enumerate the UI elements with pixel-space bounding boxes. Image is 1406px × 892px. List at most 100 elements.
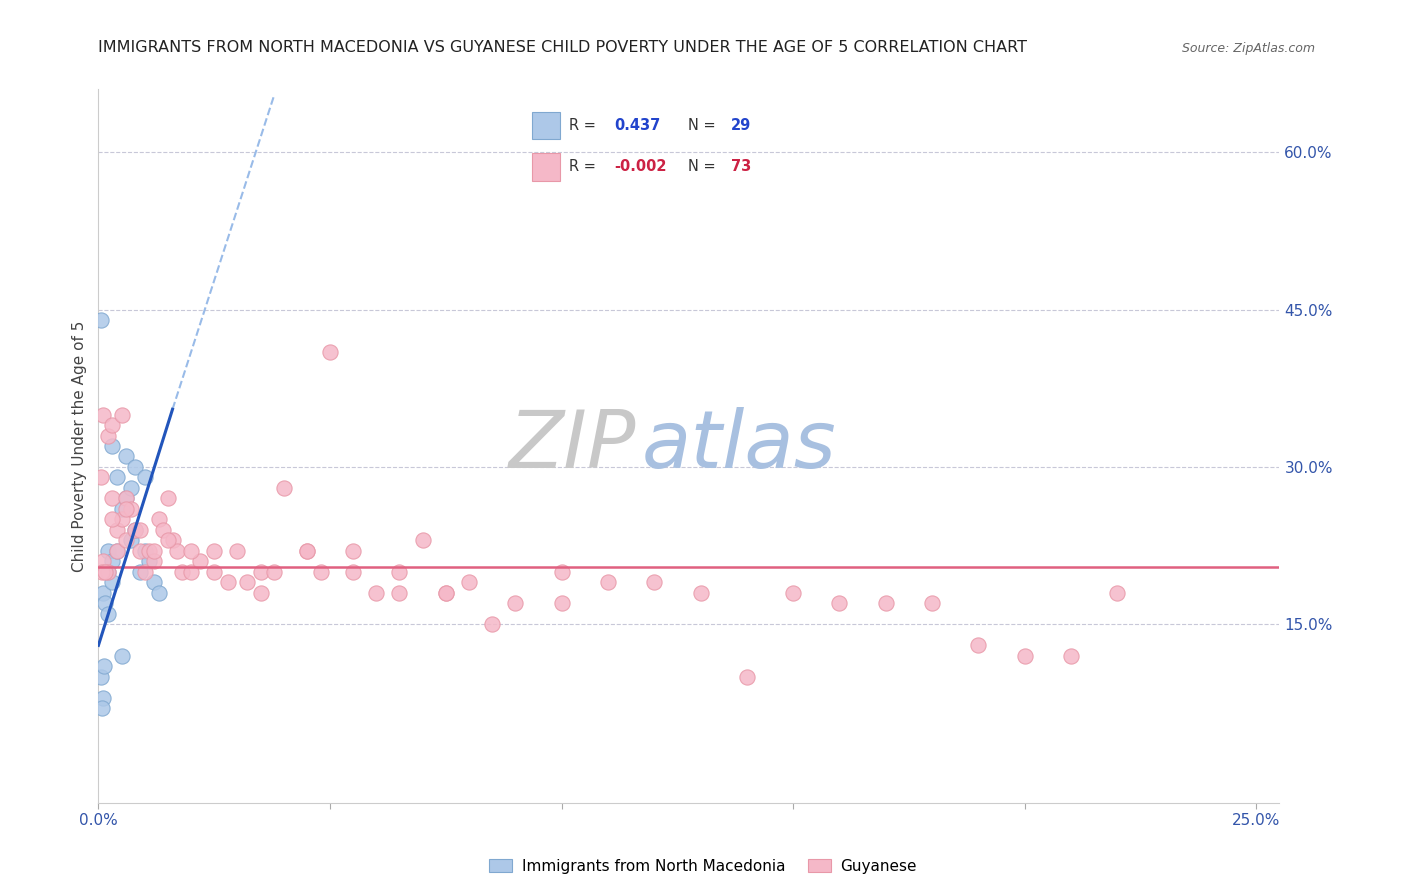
Point: [503, 596, 526, 610]
Point: [226, 544, 249, 558]
Point: [138, 554, 160, 568]
Point: [97, 607, 120, 621]
Point: [412, 533, 434, 548]
Point: [110, 512, 132, 526]
Point: [120, 481, 142, 495]
Point: [388, 565, 411, 579]
Point: [94, 596, 117, 610]
Point: [143, 554, 166, 568]
Point: [550, 596, 572, 610]
Point: [124, 460, 146, 475]
Point: [295, 544, 318, 558]
Point: [188, 554, 211, 568]
Point: [101, 491, 124, 506]
Point: [921, 596, 943, 610]
Point: [156, 491, 179, 506]
Point: [105, 544, 128, 558]
Point: [134, 565, 156, 579]
Point: [90, 470, 112, 484]
Point: [148, 512, 170, 526]
Point: [120, 502, 142, 516]
Point: [152, 523, 174, 537]
Point: [596, 575, 619, 590]
Point: [91, 408, 114, 422]
Point: [110, 408, 132, 422]
Point: [143, 575, 166, 590]
Point: [120, 533, 142, 548]
Point: [782, 586, 804, 600]
Point: [735, 670, 758, 684]
Point: [143, 544, 166, 558]
Point: [101, 439, 124, 453]
Point: [97, 544, 120, 558]
Point: [115, 450, 138, 464]
Point: [129, 565, 152, 579]
Point: [138, 544, 160, 558]
Point: [828, 596, 851, 610]
Point: [105, 544, 128, 558]
Point: [249, 565, 271, 579]
Point: [105, 470, 128, 484]
Point: [162, 533, 184, 548]
Point: [110, 502, 132, 516]
Text: ZIP: ZIP: [509, 407, 636, 485]
Point: [689, 586, 711, 600]
Point: [319, 344, 342, 359]
Point: [180, 544, 202, 558]
Point: [643, 575, 665, 590]
Point: [342, 565, 364, 579]
Point: [156, 533, 179, 548]
Point: [295, 544, 318, 558]
Point: [93, 659, 115, 673]
Point: [309, 565, 332, 579]
Point: [110, 648, 132, 663]
Point: [115, 533, 138, 548]
Point: [115, 502, 138, 516]
Point: [366, 586, 388, 600]
Point: [235, 575, 257, 590]
Point: [134, 470, 156, 484]
Point: [217, 575, 239, 590]
Point: [342, 544, 364, 558]
Text: IMMIGRANTS FROM NORTH MACEDONIA VS GUYANESE CHILD POVERTY UNDER THE AGE OF 5 COR: IMMIGRANTS FROM NORTH MACEDONIA VS GUYAN…: [98, 40, 1028, 55]
Point: [875, 596, 897, 610]
Point: [91, 554, 114, 568]
Point: [550, 565, 572, 579]
Point: [129, 523, 152, 537]
Point: [124, 523, 146, 537]
Point: [202, 565, 225, 579]
Point: [105, 523, 128, 537]
Point: [91, 690, 114, 705]
Point: [91, 565, 114, 579]
Point: [101, 512, 124, 526]
Y-axis label: Child Poverty Under the Age of 5: Child Poverty Under the Age of 5: [72, 320, 87, 572]
Point: [129, 544, 152, 558]
Point: [202, 544, 225, 558]
Point: [101, 417, 124, 432]
Point: [90, 670, 112, 684]
Point: [1107, 586, 1129, 600]
Point: [458, 575, 481, 590]
Point: [481, 617, 503, 632]
Point: [101, 554, 124, 568]
Point: [434, 586, 457, 600]
Point: [434, 586, 457, 600]
Point: [180, 565, 202, 579]
Point: [273, 481, 295, 495]
Point: [249, 586, 271, 600]
Point: [1060, 648, 1083, 663]
Point: [148, 586, 170, 600]
Point: [97, 565, 120, 579]
Point: [91, 701, 114, 715]
Legend: Immigrants from North Macedonia, Guyanese: Immigrants from North Macedonia, Guyanes…: [484, 853, 922, 880]
Point: [388, 586, 411, 600]
Point: [170, 565, 193, 579]
Point: [115, 491, 138, 506]
Point: [124, 523, 146, 537]
Point: [967, 639, 990, 653]
Point: [115, 491, 138, 506]
Text: Source: ZipAtlas.com: Source: ZipAtlas.com: [1181, 42, 1315, 55]
Point: [263, 565, 285, 579]
Point: [101, 575, 124, 590]
Text: atlas: atlas: [641, 407, 837, 485]
